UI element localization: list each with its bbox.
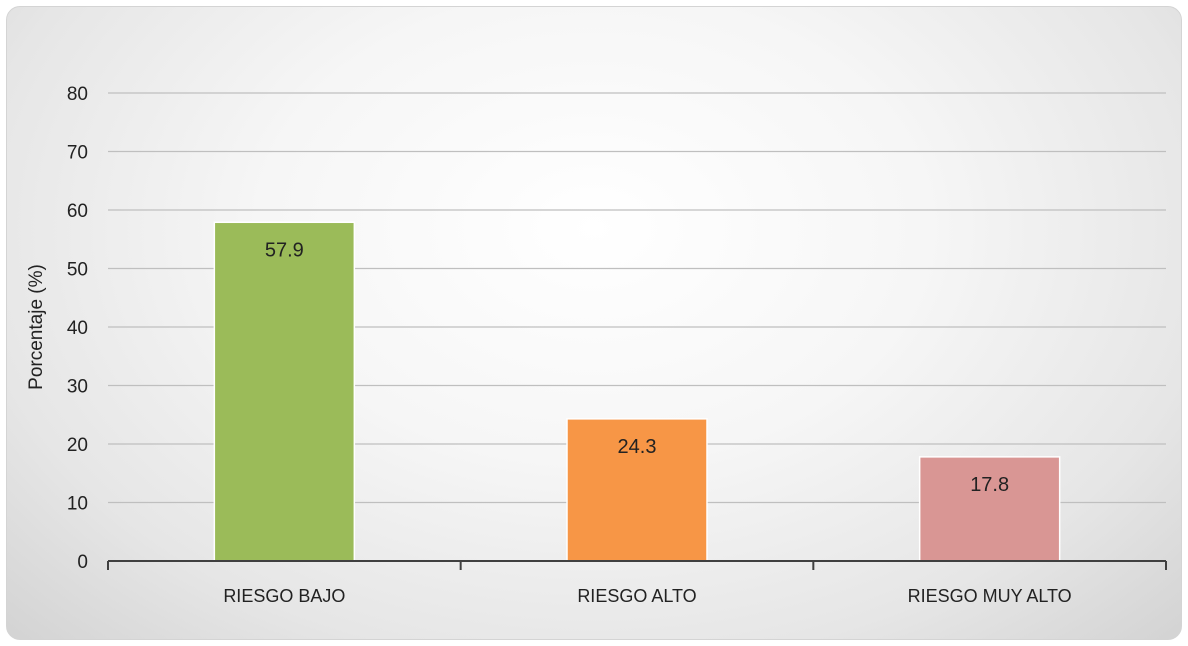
y-axis-title: Porcentaje (%) bbox=[26, 264, 47, 390]
y-tick-label: 20 bbox=[67, 435, 88, 456]
axes bbox=[107, 560, 1167, 570]
x-category-label: RIESGO MUY ALTO bbox=[908, 586, 1072, 606]
y-tick-label: 80 bbox=[67, 84, 88, 105]
y-tick-label: 10 bbox=[67, 494, 88, 515]
y-tick-label: 40 bbox=[67, 318, 88, 339]
x-category-label: RIESGO ALTO bbox=[577, 586, 696, 606]
y-tick-label: 50 bbox=[67, 260, 88, 281]
y-tick-label: 60 bbox=[67, 201, 88, 222]
x-category-label: RIESGO BAJO bbox=[223, 586, 345, 606]
bar bbox=[918, 456, 1061, 562]
bar bbox=[566, 418, 708, 562]
bars bbox=[213, 221, 1061, 562]
data-label: 57.9 bbox=[265, 239, 304, 261]
y-tick-label: 30 bbox=[67, 377, 88, 398]
y-tick-label: 0 bbox=[77, 552, 88, 573]
y-tick-label: 70 bbox=[67, 143, 88, 164]
data-label: 24.3 bbox=[618, 436, 657, 458]
labels: 0 10 20 30 40 50 60 70 80 57.9 RIESGO BAJO 24.3 RIES… bbox=[67, 84, 1072, 606]
bar bbox=[213, 221, 356, 562]
data-label: 17.8 bbox=[970, 474, 1009, 496]
